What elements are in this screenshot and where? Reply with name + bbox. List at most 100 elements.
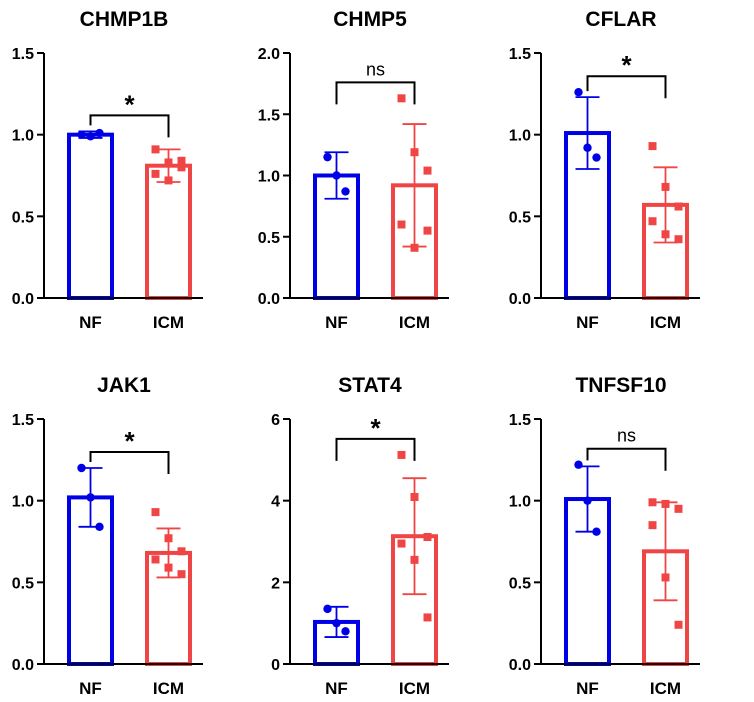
panel-2-point-nf-2: [592, 153, 601, 162]
panel-2-y-tick-label-3: 1.5: [509, 46, 531, 63]
panel-2-y-tick-label-2: 1.0: [509, 128, 531, 145]
panel-2-x-label-icm: ICM: [650, 313, 681, 332]
panel-0-point-icm-3: [151, 169, 160, 178]
panel-stat4: STAT4 0 2 4 6 NF ICM *: [271, 374, 449, 698]
panel-jak1: JAK1 0.0 0.5 1.0 1.5 NF ICM *: [12, 374, 203, 698]
panel-1-point-nf-1: [332, 171, 341, 180]
panel-0-x-label-nf: NF: [79, 313, 102, 332]
panel-0-significance-bracket: [89, 114, 170, 138]
panel-1-x-label-icm: ICM: [399, 313, 430, 332]
panel-3-x-label-icm: ICM: [153, 679, 184, 698]
panel-2-title: CFLAR: [585, 8, 656, 31]
panel-cflar: CFLAR 0.0 0.5 1.0 1.5 NF ICM *: [509, 8, 700, 332]
panel-4-point-nf-0: [323, 604, 332, 614]
panel-2-x-label-nf: NF: [576, 313, 599, 332]
panel-5-point-icm-3: [648, 521, 657, 530]
panel-3-point-icm-0: [151, 508, 160, 517]
panel-3-point-nf-1: [86, 493, 95, 502]
panel-5-point-icm-0: [648, 498, 657, 507]
panel-1-point-nf-2: [341, 187, 350, 196]
panel-5-x-label-icm: ICM: [650, 679, 681, 698]
panel-5-point-icm-2: [674, 504, 683, 513]
panel-4-point-icm-3: [397, 539, 406, 548]
panel-2-point-icm-3: [648, 217, 657, 226]
panel-1-significance-label: ns: [366, 59, 385, 79]
panel-4-point-nf-2: [341, 627, 350, 636]
panel-2-point-nf-1: [583, 143, 592, 152]
panel-2-point-icm-4: [661, 230, 670, 239]
panel-0-y-tick-label-0: 0.0: [12, 291, 34, 308]
panel-1-point-icm-5: [423, 226, 432, 235]
panel-5-significance-bracket: [586, 447, 667, 471]
panel-1-point-icm-3: [397, 220, 406, 229]
panel-4-x-label-nf: NF: [325, 679, 348, 698]
panel-3-point-nf-0: [77, 463, 86, 473]
panel-1-point-nf-0: [323, 152, 332, 162]
panel-5-y-tick-label-0: 0.0: [509, 657, 531, 674]
panel-0-x-label-icm: ICM: [153, 313, 184, 332]
panel-tnfsf10: TNFSF10 0.0 0.5 1.0 1.5 NF ICM ns: [509, 374, 700, 698]
panel-5-title: TNFSF10: [575, 374, 666, 397]
panel-4-point-icm-1: [410, 492, 419, 501]
panel-0-point-icm-0: [151, 145, 160, 154]
panel-2-point-nf-0: [574, 88, 583, 97]
panel-3-title: JAK1: [97, 374, 151, 397]
panel-1-significance-bracket: [335, 81, 416, 105]
panel-4-significance-bracket: [335, 437, 416, 461]
panel-4-significance-label: *: [370, 413, 381, 443]
panel-4-y-tick-label-3: 6: [271, 412, 280, 429]
panel-5-point-nf-0: [574, 460, 583, 469]
panel-2-point-icm-2: [674, 202, 683, 211]
panel-5-y-tick-label-3: 1.5: [509, 412, 531, 429]
panel-3-point-icm-2: [177, 547, 186, 556]
panel-4-point-icm-4: [410, 555, 419, 564]
panel-0-y-tick-label-1: 0.5: [12, 209, 34, 226]
panel-chmp5: CHMP5 0.0 0.5 1.0 1.5 2.0 NF ICM ns: [258, 8, 449, 332]
panel-0-bar-icm: [145, 163, 192, 300]
panel-2-point-icm-1: [661, 182, 670, 191]
panel-0-point-icm-2: [177, 156, 186, 165]
panel-3-point-icm-3: [151, 555, 160, 564]
panel-1-y-tick-label-4: 2.0: [258, 46, 280, 63]
panel-4-point-icm-0: [397, 450, 406, 459]
panel-3-y-tick-label-1: 0.5: [12, 575, 34, 592]
panel-5-significance-label: ns: [617, 426, 636, 446]
panel-0-point-nf-1: [86, 132, 95, 141]
panel-0-point-nf-2: [95, 128, 104, 138]
panel-3-y-tick-label-0: 0.0: [12, 657, 34, 674]
panel-1-point-icm-1: [410, 148, 419, 157]
panel-1-point-icm-4: [410, 243, 419, 252]
panel-3-significance-label: *: [124, 426, 135, 456]
panel-5-point-icm-1: [661, 499, 670, 508]
panel-3-point-icm-5: [177, 570, 186, 579]
panel-2-significance-label: *: [621, 50, 632, 80]
panel-4-y-tick-label-0: 0: [271, 657, 280, 674]
panel-0-y-tick-label-2: 1.0: [12, 128, 34, 145]
panel-4-point-icm-2: [423, 533, 432, 542]
panel-1-point-icm-0: [397, 94, 406, 103]
panel-5-point-icm-5: [674, 620, 683, 629]
panel-4-point-nf-1: [332, 618, 341, 628]
panel-0-bar-nf: [67, 132, 114, 300]
panel-3-point-nf-2: [95, 522, 104, 531]
panel-5-x-label-nf: NF: [576, 679, 599, 698]
panel-3-y-tick-label-2: 1.0: [12, 494, 34, 511]
panel-0-significance-label: *: [124, 89, 135, 119]
panel-0-point-nf-0: [77, 130, 86, 139]
panel-5-point-nf-2: [592, 527, 601, 536]
panel-4-y-tick-label-2: 4: [271, 494, 280, 511]
panel-1-title: CHMP5: [333, 8, 407, 31]
panel-0-point-icm-4: [164, 176, 173, 185]
panel-1-y-tick-label-0: 0.0: [258, 291, 280, 308]
panel-2-y-tick-label-1: 0.5: [509, 209, 531, 226]
panel-0-title: CHMP1B: [80, 8, 169, 31]
panel-2-point-icm-5: [674, 235, 683, 244]
panel-1-y-tick-label-2: 1.0: [258, 169, 280, 186]
panel-4-title: STAT4: [338, 374, 402, 397]
panel-0-point-icm-1: [164, 158, 173, 167]
panel-5-y-tick-label-2: 1.0: [509, 494, 531, 511]
panel-5-point-nf-1: [583, 496, 592, 505]
panel-3-x-label-nf: NF: [79, 679, 102, 698]
panel-0-y-tick-label-3: 1.5: [12, 46, 34, 63]
panel-4-x-label-icm: ICM: [399, 679, 430, 698]
